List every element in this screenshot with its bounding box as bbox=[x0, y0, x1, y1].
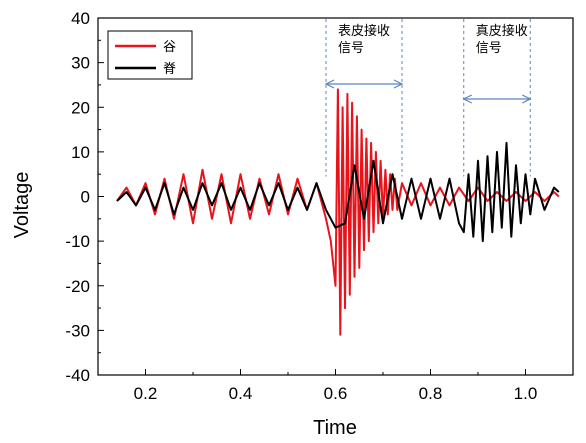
y-tick-label: 10 bbox=[71, 143, 90, 162]
y-tick-label: -10 bbox=[65, 232, 90, 251]
y-tick-label: 0 bbox=[81, 188, 90, 207]
legend: 谷 脊 bbox=[107, 30, 193, 80]
arrowhead-left bbox=[324, 79, 335, 89]
x-tick-label: 0.6 bbox=[324, 384, 348, 403]
x-axis: 0.2 0.4 0.6 0.8 1.0 bbox=[97, 369, 574, 403]
y-axis: 40 30 20 10 0 -10 -20 -30 -40 bbox=[65, 9, 104, 385]
annotation-label-line2: 信号 bbox=[476, 41, 502, 56]
annotation-label-line1: 真皮接收 bbox=[476, 23, 528, 39]
y-tick-label: -20 bbox=[65, 277, 90, 296]
y-tick-label: -30 bbox=[65, 321, 90, 340]
y-tick-label: -40 bbox=[65, 366, 90, 385]
arrowhead-right bbox=[521, 94, 532, 104]
legend-label-series-2: 脊 bbox=[163, 62, 176, 77]
series-line-2 bbox=[116, 141, 560, 243]
legend-box bbox=[107, 30, 193, 80]
y-tick-label: 40 bbox=[71, 9, 90, 28]
arrowhead-right bbox=[393, 79, 404, 89]
arrowhead-left bbox=[462, 94, 473, 104]
y-axis-title: Voltage bbox=[11, 172, 33, 239]
x-tick-label: 0.2 bbox=[134, 384, 158, 403]
x-tick-label: 0.4 bbox=[229, 384, 253, 403]
annotation-label-line2: 信号 bbox=[338, 41, 364, 56]
y-tick-label: 30 bbox=[71, 54, 90, 73]
x-tick-label: 1.0 bbox=[514, 384, 538, 403]
y-tick-label: 20 bbox=[71, 98, 90, 117]
x-tick-label: 0.8 bbox=[419, 384, 443, 403]
x-axis-title: Time bbox=[313, 417, 357, 439]
annotation-label-line1: 表皮接收 bbox=[338, 23, 390, 39]
legend-label-series-1: 谷 bbox=[163, 40, 176, 55]
plot-area bbox=[116, 88, 560, 336]
